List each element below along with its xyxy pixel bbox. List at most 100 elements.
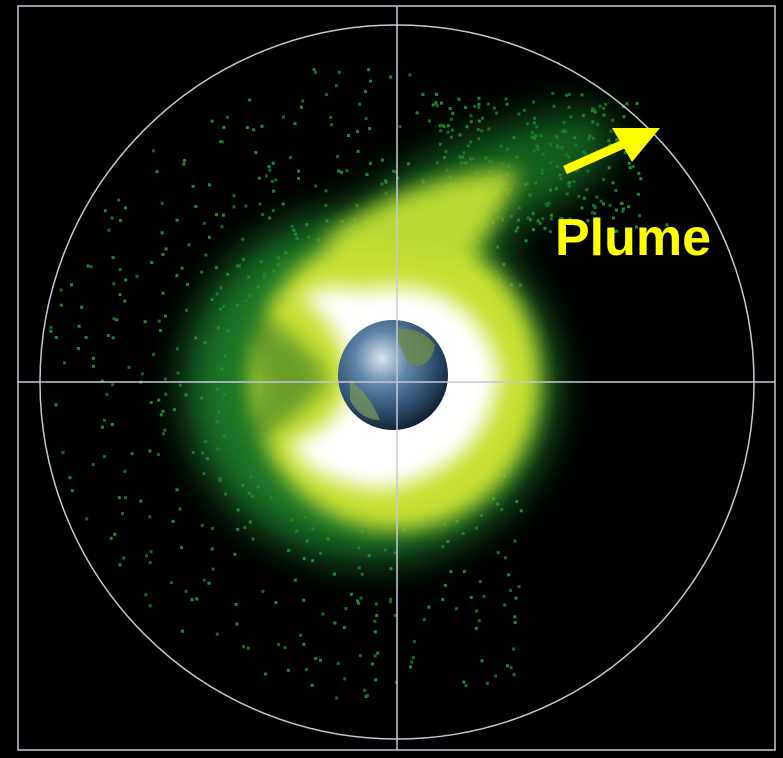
particle-dot xyxy=(611,118,615,122)
particle-dot xyxy=(191,451,195,454)
particle-dot xyxy=(319,658,322,662)
particle-dot xyxy=(124,496,127,500)
particle-dot xyxy=(202,578,206,582)
particle-dot xyxy=(245,126,249,130)
particle-dot xyxy=(577,194,581,198)
earth-land xyxy=(350,380,380,420)
particle-dot xyxy=(549,213,553,217)
particle-dot xyxy=(182,162,186,166)
particle-dot xyxy=(449,570,453,574)
particle-dot xyxy=(170,581,174,585)
particle-dot xyxy=(164,247,168,251)
particle-dot xyxy=(464,684,468,688)
particle-dot xyxy=(200,270,204,274)
particle-dot xyxy=(517,585,521,588)
particle-dot xyxy=(310,683,314,687)
particle-dot xyxy=(175,488,179,492)
particle-dot xyxy=(232,205,236,209)
particle-dot xyxy=(225,115,229,119)
particle-dot xyxy=(183,159,186,163)
particle-dot xyxy=(509,589,513,593)
particle-dot xyxy=(627,161,631,165)
particle-dot xyxy=(441,597,445,601)
particle-dot xyxy=(593,206,597,209)
particle-dot xyxy=(615,229,619,233)
particle-dot xyxy=(450,135,453,139)
particle-dot xyxy=(495,111,499,115)
particle-dot xyxy=(115,318,119,322)
particle-dot xyxy=(111,383,115,387)
particle-dot xyxy=(442,124,446,128)
particle-dot xyxy=(374,602,378,606)
particle-dot xyxy=(421,93,425,96)
particle-dot xyxy=(517,112,521,116)
particle-dot xyxy=(267,165,271,169)
particle-dot xyxy=(524,239,528,243)
particle-dot xyxy=(636,192,640,196)
particle-dot xyxy=(118,563,122,567)
particle-dot xyxy=(621,207,625,211)
particle-dot xyxy=(210,527,214,530)
particle-dot xyxy=(503,556,507,560)
particle-dot xyxy=(124,278,128,282)
particle-dot xyxy=(368,161,372,165)
particle-dot xyxy=(623,151,627,155)
particle-dot xyxy=(236,527,240,531)
particle-dot xyxy=(580,93,584,97)
particle-dot xyxy=(586,219,590,223)
particle-dot xyxy=(220,225,224,229)
particle-dot xyxy=(190,598,194,602)
particle-dot xyxy=(321,612,325,616)
particle-dot xyxy=(477,96,481,100)
particle-dot xyxy=(91,463,95,467)
particle-dot xyxy=(272,189,276,193)
particle-dot xyxy=(427,119,431,123)
particle-dot xyxy=(476,128,480,131)
particle-dot xyxy=(277,642,281,646)
particle-dot xyxy=(431,103,435,107)
particle-dot xyxy=(282,115,285,119)
particle-dot xyxy=(336,661,340,665)
earth-land xyxy=(395,329,435,366)
particle-dot xyxy=(257,176,261,180)
particle-dot xyxy=(84,335,88,339)
particle-dot xyxy=(512,673,516,677)
particle-dot xyxy=(455,607,458,611)
particle-dot xyxy=(175,274,179,278)
particle-dot xyxy=(164,314,167,318)
particle-dot xyxy=(246,646,250,650)
particle-dot xyxy=(185,308,189,312)
particle-dot xyxy=(297,176,300,180)
particle-dot xyxy=(443,583,447,587)
particle-dot xyxy=(236,508,240,512)
particle-dot xyxy=(103,209,107,213)
particle-dot xyxy=(100,379,104,383)
particle-dot xyxy=(180,629,184,633)
particle-dot xyxy=(214,266,218,270)
particle-dot xyxy=(148,604,152,608)
particle-dot xyxy=(614,189,618,192)
particle-dot xyxy=(591,203,595,207)
particle-dot xyxy=(560,235,564,239)
particle-dot xyxy=(374,678,378,682)
particle-dot xyxy=(560,221,564,225)
particle-dot xyxy=(157,398,161,402)
particle-dot xyxy=(384,180,388,184)
particle-dot xyxy=(446,130,450,134)
particle-dot xyxy=(543,226,547,230)
particle-dot xyxy=(469,120,473,124)
particle-dot xyxy=(210,119,214,123)
particle-dot xyxy=(160,231,164,235)
particle-dot xyxy=(611,181,615,185)
particle-dot xyxy=(480,129,484,133)
particle-dot xyxy=(207,235,211,239)
particle-dot xyxy=(219,140,222,144)
particle-dot xyxy=(568,217,572,221)
particle-dot xyxy=(408,73,412,77)
particle-dot xyxy=(485,682,489,685)
particle-dot xyxy=(593,212,597,215)
particle-dot xyxy=(329,116,333,119)
particle-dot xyxy=(312,68,316,72)
particle-dot xyxy=(564,93,568,97)
particle-dot xyxy=(200,523,204,527)
